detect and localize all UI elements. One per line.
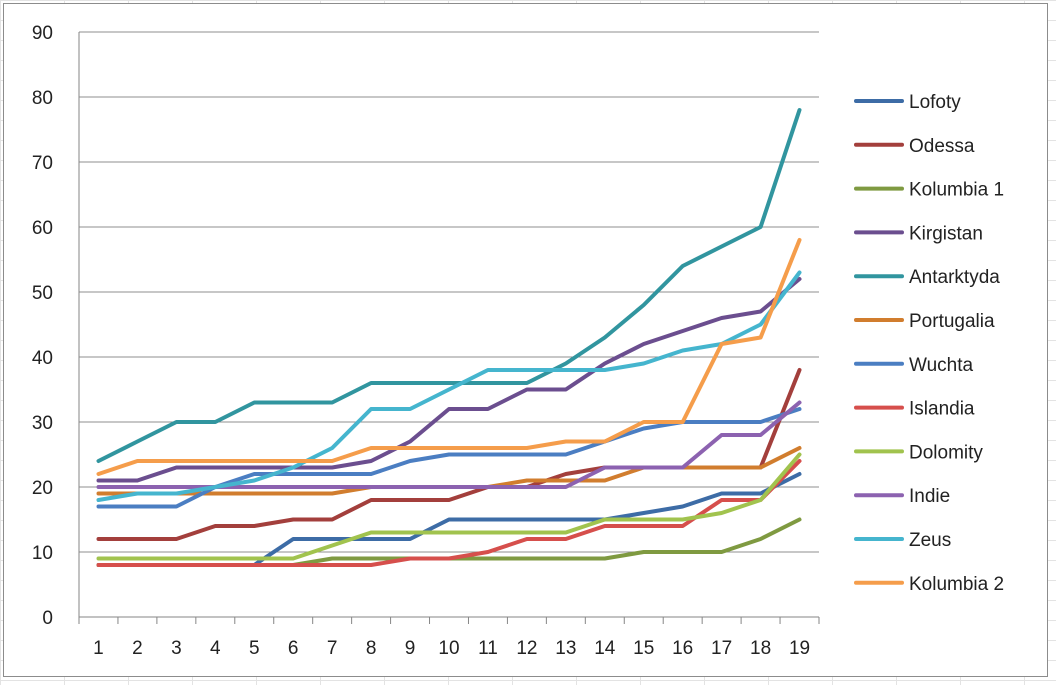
legend-label: Lofoty <box>909 92 961 113</box>
series-line-kirgistan[interactable] <box>96 277 802 483</box>
legend-item[interactable]: Islandia <box>854 399 975 420</box>
series-line-zeus[interactable] <box>96 270 802 502</box>
y-axis: 0 10 20 30 40 50 60 70 80 90 <box>32 23 80 629</box>
x-tick-label: 14 <box>594 638 616 659</box>
x-tick-label: 5 <box>249 638 260 659</box>
legend-item[interactable]: Indie <box>854 486 950 507</box>
legend-item[interactable]: Zeus <box>854 530 951 551</box>
y-tick-label: 10 <box>32 543 53 564</box>
x-tick-label: 19 <box>789 638 810 659</box>
x-tick-label: 18 <box>750 638 771 659</box>
series-line-dolomity[interactable] <box>96 452 802 561</box>
y-tick-label: 20 <box>32 478 53 499</box>
series-line-kolumbia-2[interactable] <box>96 238 802 476</box>
x-tick-label: 15 <box>633 638 654 659</box>
legend-item[interactable]: Antarktyda <box>854 267 1000 288</box>
x-tick-label: 6 <box>288 638 299 659</box>
legend-item[interactable]: Lofoty <box>854 92 961 113</box>
legend[interactable]: Lofoty Odessa Kolumbia 1 Kirgistan Antarktyd… <box>854 92 1004 595</box>
x-tick-label: 10 <box>438 638 459 659</box>
x-tick-label: 16 <box>672 638 693 659</box>
x-tick-label: 12 <box>516 638 537 659</box>
legend-label: Kolumbia 2 <box>909 574 1004 595</box>
gridlines <box>79 31 819 618</box>
y-tick-label: 70 <box>32 153 53 174</box>
x-tick-label: 3 <box>171 638 182 659</box>
legend-label: Wuchta <box>909 355 974 376</box>
x-tick-label: 7 <box>327 638 338 659</box>
legend-label: Portugalia <box>909 311 995 332</box>
y-tick-label: 40 <box>32 348 53 369</box>
legend-item[interactable]: Portugalia <box>854 311 995 332</box>
legend-item[interactable]: Kirgistan <box>854 223 983 244</box>
y-tick-label: 60 <box>32 218 53 239</box>
legend-label: Kirgistan <box>909 223 983 244</box>
series-line-indie[interactable] <box>96 400 802 489</box>
x-tick-label: 1 <box>93 638 104 659</box>
legend-label: Kolumbia 1 <box>909 180 1004 201</box>
y-tick-label: 90 <box>32 23 53 44</box>
x-tick-label: 17 <box>711 638 732 659</box>
x-tick-label: 2 <box>132 638 143 659</box>
series-line-antarktyda[interactable] <box>96 108 802 463</box>
series-lines <box>96 108 802 567</box>
legend-item[interactable]: Kolumbia 1 <box>854 180 1004 201</box>
y-tick-label: 80 <box>32 88 53 109</box>
chart-area[interactable]: 0 10 20 30 40 50 60 70 80 90 1 2 3 4 5 6 7 8 9 10 11 12 13 14 1… <box>3 3 1048 677</box>
x-tick-label: 9 <box>405 638 416 659</box>
legend-label: Zeus <box>909 530 951 551</box>
y-tick-label: 30 <box>32 413 53 434</box>
legend-item[interactable]: Wuchta <box>854 355 974 376</box>
legend-label: Indie <box>909 486 950 507</box>
legend-label: Antarktyda <box>909 267 1000 288</box>
y-tick-label: 50 <box>32 283 53 304</box>
legend-item[interactable]: Dolomity <box>854 442 983 463</box>
legend-label: Islandia <box>909 399 975 420</box>
legend-label: Dolomity <box>909 442 983 463</box>
legend-item[interactable]: Odessa <box>854 136 975 157</box>
series-line-islandia[interactable] <box>96 459 802 567</box>
y-tick-label: 0 <box>42 608 53 629</box>
x-tick-label: 4 <box>210 638 221 659</box>
legend-item[interactable]: Kolumbia 2 <box>854 574 1004 595</box>
x-axis: 1 2 3 4 5 6 7 8 9 10 11 12 13 14 15 16 17 18 19 <box>78 617 820 659</box>
legend-label: Odessa <box>909 136 975 157</box>
x-tick-label: 13 <box>555 638 576 659</box>
x-tick-label: 11 <box>478 638 498 659</box>
x-tick-label: 8 <box>366 638 377 659</box>
